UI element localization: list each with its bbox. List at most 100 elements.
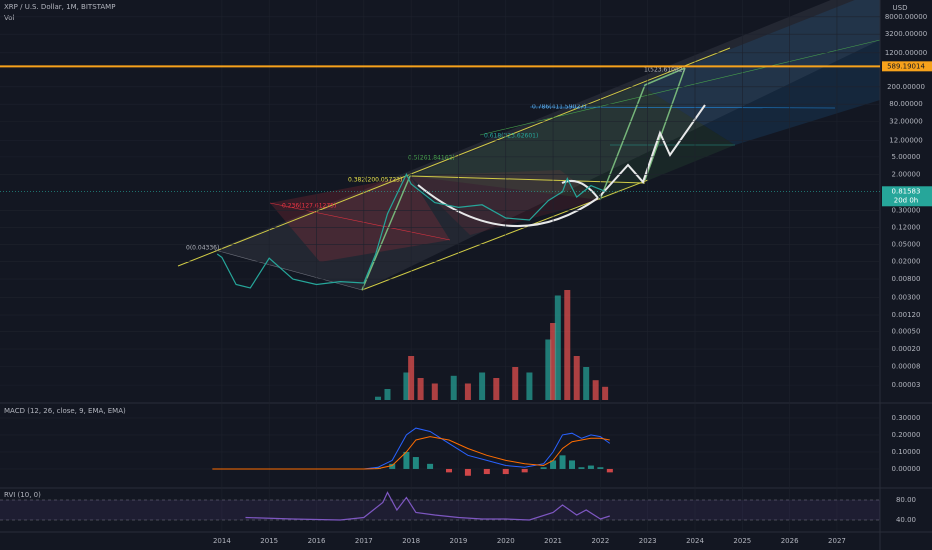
- projection: [599, 67, 686, 201]
- histogram-bar: [559, 455, 566, 469]
- vol-label: Vol: [4, 14, 15, 22]
- currency: USD: [893, 4, 908, 12]
- volume-bar: [375, 396, 382, 400]
- x-tick-label: 2015: [260, 537, 278, 545]
- histogram-bar: [587, 465, 594, 469]
- y-tick-label: 0.05000: [892, 240, 921, 248]
- fib-zone-red: [410, 170, 600, 235]
- y-tick-label: 3200.00000: [885, 30, 927, 38]
- channel-zone: [215, 0, 880, 290]
- y-tick-label: 1200.00000: [885, 49, 927, 57]
- volume-bar: [550, 323, 557, 400]
- x-tick-label: 2026: [781, 537, 799, 545]
- y-tick-label: 0.02000: [892, 258, 921, 266]
- volume-bar: [384, 389, 391, 400]
- volume-bar: [592, 380, 599, 400]
- fib-zone-green: [410, 85, 735, 200]
- volume-bar: [417, 378, 424, 400]
- countdown: 20d 0h: [894, 196, 918, 204]
- histogram-bar: [540, 467, 547, 469]
- y-tick-label: 80.00: [896, 496, 916, 504]
- histogram-bar: [389, 463, 396, 469]
- y-tick-label: 0.00003: [892, 381, 921, 389]
- price-line: [245, 491, 610, 521]
- volume-bar: [583, 367, 590, 400]
- histogram-bar: [427, 463, 434, 469]
- indicator-title: MACD (12, 26, close, 9, EMA, EMA): [4, 407, 126, 415]
- y-tick-label: 80.00000: [889, 100, 922, 108]
- price-line: [216, 172, 606, 289]
- trend-line: [409, 175, 646, 184]
- volume-bar: [450, 375, 457, 400]
- y-tick-label: 0.12000: [892, 224, 921, 232]
- y-tick-label: 32.00000: [889, 118, 922, 126]
- fib-line: [269, 202, 451, 241]
- volume-bar: [493, 378, 500, 400]
- volume-bar: [564, 290, 571, 400]
- y-tick-label: 0.30000: [892, 414, 921, 422]
- y-tick-label: 0.00300: [892, 294, 921, 302]
- y-tick-label: 40.00: [896, 516, 916, 524]
- symbol-title: XRP / U.S. Dollar, 1M, BITSTAMP: [4, 3, 115, 11]
- fib-label: 0.382(200.05723): [348, 177, 402, 184]
- fib-label: 0(0.04336): [186, 245, 219, 252]
- y-tick-label: 0.00000: [892, 465, 921, 473]
- volume-bar: [479, 372, 486, 400]
- histogram-bar: [502, 468, 509, 475]
- indicator-title: RVI (10, 0): [4, 491, 41, 499]
- y-tick-label: 0.00120: [892, 311, 921, 319]
- fib-label: 1(523.61082): [644, 67, 685, 74]
- volume-bar: [431, 383, 438, 400]
- x-tick-label: 2016: [308, 537, 326, 545]
- y-tick-label: 0.00020: [892, 345, 921, 353]
- volume-bar: [554, 295, 561, 400]
- x-tick-label: 2027: [828, 537, 846, 545]
- y-tick-label: 2.00000: [892, 170, 921, 178]
- x-tick-label: 2017: [355, 537, 373, 545]
- x-tick-label: 2022: [591, 537, 609, 545]
- band: [0, 500, 880, 520]
- y-tick-label: 200.00000: [887, 83, 925, 91]
- histogram-bar: [403, 451, 410, 469]
- y-tick-label: 0.00008: [892, 363, 921, 371]
- price-tag: [882, 186, 932, 207]
- histogram-bar: [597, 467, 604, 469]
- y-tick-label: 0.20000: [892, 431, 921, 439]
- fib-line: [529, 106, 836, 109]
- volume-bar: [545, 339, 552, 400]
- fib-zone-red: [270, 176, 450, 262]
- histogram-bar: [464, 468, 471, 476]
- price-tag: [882, 61, 932, 72]
- x-tick-label: 2025: [733, 537, 751, 545]
- volume-bar: [602, 386, 609, 400]
- fib-channel: [177, 0, 881, 291]
- fib-label: 0.236(127.61275): [282, 203, 336, 210]
- y-tick-label: 0.30000: [892, 206, 921, 214]
- projection: [361, 175, 411, 291]
- x-tick-label: 2019: [450, 537, 468, 545]
- cup: [417, 184, 599, 228]
- x-tick-label: 2023: [639, 537, 657, 545]
- histogram-bar: [578, 467, 585, 469]
- y-tick-label: 0.10000: [892, 448, 921, 456]
- fib-label: 0.5(261.84162): [408, 155, 455, 162]
- handle: [561, 179, 599, 199]
- fib-line: [214, 249, 363, 291]
- histogram-bar: [521, 468, 528, 473]
- histogram-bar: [606, 468, 613, 473]
- volume-bar: [464, 383, 471, 400]
- volume-bar: [512, 367, 519, 400]
- y-tick-label: 8000.00000: [885, 13, 927, 21]
- fib-label: 0.618(323.62601): [484, 133, 538, 140]
- x-tick-label: 2014: [213, 537, 231, 545]
- histogram-bar: [550, 460, 557, 469]
- price-tag-label: 589.19014: [887, 62, 925, 70]
- volume-bar: [408, 356, 415, 400]
- volume-bar: [403, 372, 410, 400]
- histogram-bar: [569, 460, 575, 469]
- y-tick-label: 5.00000: [892, 153, 921, 161]
- x-tick-label: 2024: [686, 537, 704, 545]
- x-tick-label: 2021: [544, 537, 562, 545]
- histogram-bar: [483, 468, 490, 475]
